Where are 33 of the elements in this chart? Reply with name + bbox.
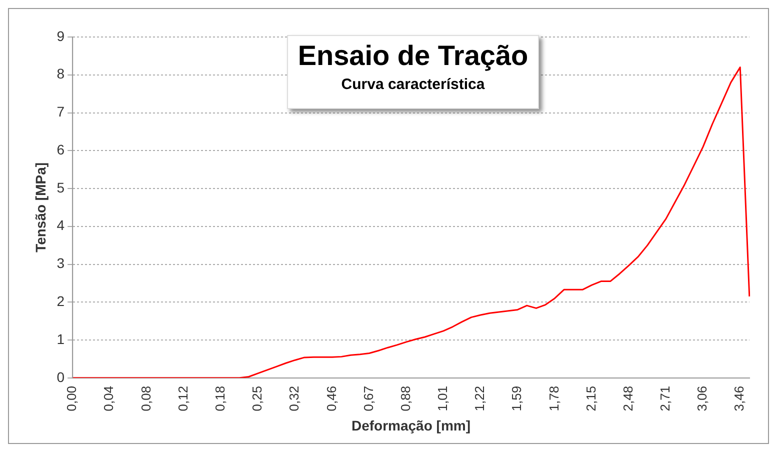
y-tick-label: 3	[56, 255, 65, 272]
x-tick-label: 0,46	[324, 386, 339, 412]
x-axis-title: Deformação [mm]	[351, 417, 471, 434]
x-tick-label: 0,18	[212, 386, 228, 412]
x-tick-label: 2,71	[658, 386, 673, 412]
x-tick-label: 0,08	[138, 386, 154, 412]
y-tick-label: 4	[56, 217, 65, 234]
x-tick-label: 3,46	[732, 386, 747, 412]
x-tick-label: 1,59	[509, 386, 524, 412]
x-tick-label: 0,00	[64, 386, 80, 412]
x-tick-label: 0,32	[286, 386, 302, 412]
y-tick-label: 0	[56, 368, 65, 385]
y-tick-label: 7	[56, 104, 65, 120]
x-tick-label: 1,78	[546, 386, 562, 412]
y-tick-label: 9	[56, 28, 65, 44]
y-tick-label: 8	[56, 66, 65, 82]
x-tick-label: 1,22	[472, 386, 488, 412]
y-axis-title: Tensão [MPa]	[32, 162, 48, 252]
x-tick-label: 0,67	[360, 386, 376, 412]
x-tick-label: 0,25	[250, 386, 265, 412]
x-tick-label: 3,06	[694, 386, 710, 412]
y-tick-label: 6	[56, 141, 65, 158]
y-tick-label: 2	[56, 293, 65, 309]
y-tick-label: 5	[56, 179, 65, 196]
chart-title: Ensaio de Tração	[296, 40, 530, 72]
x-tick-label: 0,12	[175, 386, 190, 412]
y-tick-label: 1	[56, 330, 65, 347]
x-tick-label: 0,04	[101, 386, 116, 412]
x-tick-label: 2,48	[620, 386, 636, 412]
text: Curva característica	[340, 76, 486, 93]
x-tick-label: 2,15	[583, 386, 598, 412]
x-tick-label: 0,88	[398, 386, 413, 412]
x-tick-label: 1,01	[435, 386, 450, 412]
